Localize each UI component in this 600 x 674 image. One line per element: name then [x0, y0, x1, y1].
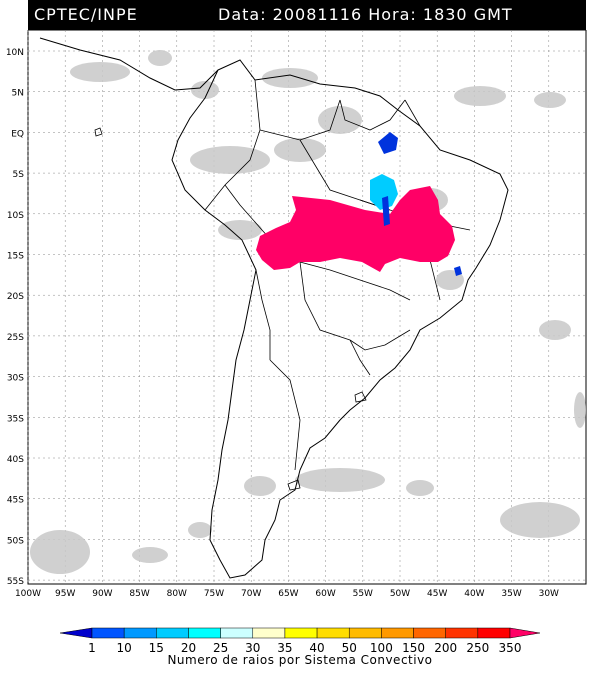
lat-tick-label: 5S	[13, 170, 25, 180]
lon-tick-label: 95W	[55, 589, 75, 599]
lon-tick-label: 80W	[167, 589, 187, 599]
lon-tick-label: 90W	[92, 589, 112, 599]
plot-frame	[27, 29, 587, 585]
lat-tick-label: 40S	[7, 455, 24, 465]
legend-arrow-low	[59, 627, 93, 639]
cloud-patches	[30, 50, 586, 574]
lon-tick-label: 60W	[315, 589, 335, 599]
legend-tick-label: 15	[149, 641, 164, 655]
legend-title: Numero de raios por Sistema Convectivo	[167, 653, 433, 667]
source-label: CPTEC/INPE	[34, 5, 138, 24]
lon-tick-label: 75W	[204, 589, 224, 599]
lightning-cluster-low	[378, 132, 462, 276]
lat-tick-label: 20S	[7, 292, 24, 302]
legend-tick-label: 50	[342, 641, 357, 655]
lon-tick-label: 70W	[241, 589, 261, 599]
legend-swatch	[220, 627, 254, 639]
legend-swatch	[284, 627, 318, 639]
graticule	[27, 30, 586, 584]
legend-swatch	[413, 627, 446, 639]
lat-tick-label: 55S	[7, 577, 24, 587]
lon-tick-label: 85W	[129, 589, 149, 599]
islands	[94, 127, 367, 491]
legend-tick-label: 20	[181, 641, 196, 655]
legend-tick-label: 250	[466, 641, 489, 655]
legend-swatch	[348, 627, 382, 639]
legend-tick-label: 200	[434, 641, 457, 655]
legend-swatch	[156, 627, 189, 639]
legend-tick-label: 350	[499, 641, 522, 655]
axis-labels: 10N 5N EQ 5S 10S 15S 20S 25S 30S 35S 40S 45S 50S 55S 1…	[6, 48, 559, 599]
lon-tick-label: 100W	[15, 589, 41, 599]
lat-tick-label: 30S	[7, 374, 24, 384]
legend-swatch	[188, 627, 221, 639]
lat-tick-label: 10N	[6, 48, 24, 58]
lon-tick-label: 30W	[539, 589, 559, 599]
map-area: 10N 5N EQ 5S 10S 15S 20S 25S 30S 35S 40S 45S 50S 55S 1…	[0, 29, 600, 600]
lat-tick-label: 15S	[7, 252, 24, 262]
legend-swatch	[252, 627, 286, 639]
lon-tick-label: 55W	[353, 589, 373, 599]
lat-tick-label: 10S	[7, 211, 24, 221]
lat-tick-label: 45S	[7, 496, 24, 506]
lightning-cluster-mid	[370, 174, 398, 210]
legend-tick-label: 35	[277, 641, 292, 655]
legend-swatch	[477, 627, 511, 639]
legend-tick-label: 150	[402, 641, 425, 655]
legend-tick-label: 100	[370, 641, 393, 655]
lon-tick-label: 40W	[464, 589, 484, 599]
legend-swatch	[91, 627, 125, 639]
lat-tick-label: 25S	[7, 333, 24, 343]
map-header: CPTEC/INPE Data: 20081116 Hora: 1830 GMT	[28, 0, 586, 30]
map-svg: 10N 5N EQ 5S 10S 15S 20S 25S 30S 35S 40S 45S 50S 55S 1…	[6, 29, 587, 599]
datetime-label: Data: 20081116 Hora: 1830 GMT	[218, 5, 513, 24]
central-america-coastline	[39, 37, 219, 91]
legend-swatch	[123, 627, 157, 639]
lat-tick-label: EQ	[11, 129, 24, 139]
legend-tick-label: 30	[245, 641, 260, 655]
legend-swatch	[445, 627, 479, 639]
legend-tick-label: 25	[213, 641, 228, 655]
lat-tick-label: 35S	[7, 414, 24, 424]
lat-tick-label: 5N	[12, 89, 24, 99]
lon-tick-label: 35W	[501, 589, 521, 599]
legend-tick-label: 40	[309, 641, 324, 655]
legend-swatch	[316, 627, 350, 639]
lat-tick-label: 50S	[7, 536, 24, 546]
lon-tick-label: 45W	[427, 589, 447, 599]
lon-tick-label: 50W	[390, 589, 410, 599]
legend-tick-label: 10	[117, 641, 132, 655]
legend-bar: 1 10 15 20 25 30 35 40 50 100 150 200 250 350	[59, 627, 541, 655]
legend-swatch	[381, 627, 414, 639]
lon-tick-label: 65W	[278, 589, 298, 599]
legend-arrow-high	[509, 627, 541, 639]
legend: 1 10 15 20 25 30 35 40 50 100 150 200 250 350	[0, 620, 600, 670]
legend-tick-label: 1	[88, 641, 96, 655]
lightning-cluster-max	[256, 186, 455, 272]
south-america-coastline	[171, 59, 509, 579]
